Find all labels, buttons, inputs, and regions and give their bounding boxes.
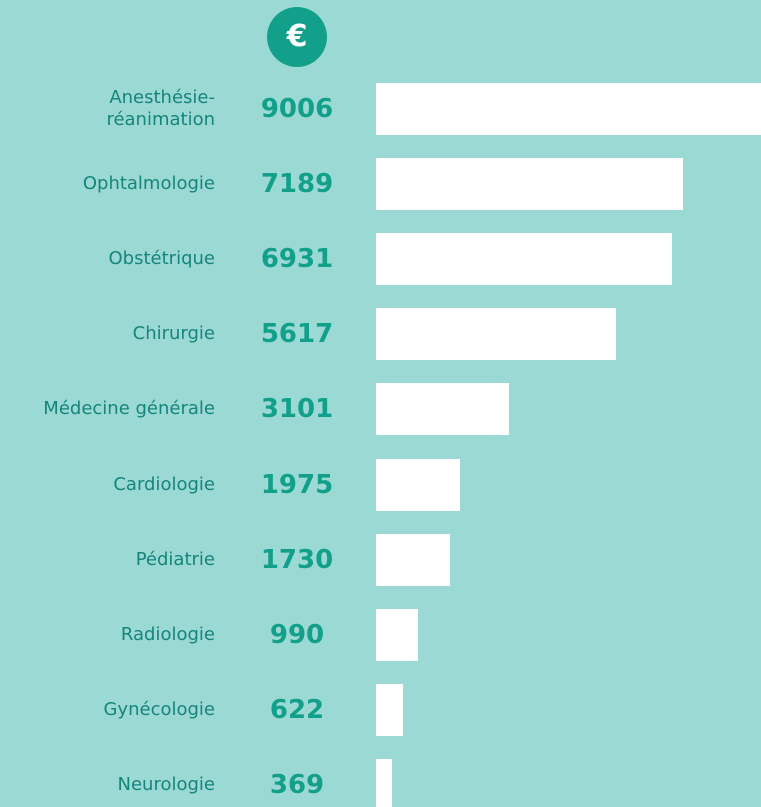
category-label: Neurologie xyxy=(117,773,215,795)
value-label: 1975 xyxy=(260,469,334,500)
value-label: 5617 xyxy=(260,319,334,350)
bar xyxy=(376,308,617,361)
category-label: Ophtalmologie xyxy=(82,173,215,195)
category-label: Chirurgie xyxy=(132,323,215,345)
bar xyxy=(376,758,392,807)
category-label: Anesthésie-réanimation xyxy=(106,87,215,130)
category-label: Radiologie xyxy=(120,623,215,645)
value-label: 990 xyxy=(269,619,325,650)
category-label: Gynécologie xyxy=(103,698,215,720)
bar xyxy=(376,233,673,286)
value-label: 6931 xyxy=(260,244,334,275)
bar xyxy=(376,608,419,661)
category-label: Cardiologie xyxy=(113,473,215,495)
bar xyxy=(376,683,403,736)
value-label: 9006 xyxy=(260,94,334,124)
category-label: Obstétrique xyxy=(108,248,215,270)
bar xyxy=(376,383,509,436)
value-label: 622 xyxy=(269,694,325,725)
bar xyxy=(376,158,684,211)
bar xyxy=(376,533,450,586)
value-label: 3101 xyxy=(260,394,334,425)
bar xyxy=(376,83,761,135)
bar xyxy=(376,458,461,511)
value-label: 1730 xyxy=(260,544,334,575)
category-label: Médecine générale xyxy=(43,398,215,420)
value-label: 369 xyxy=(269,769,325,800)
unit-badge: € xyxy=(267,7,327,67)
value-label: 7189 xyxy=(260,169,334,200)
category-label: Pédiatrie xyxy=(135,548,215,570)
